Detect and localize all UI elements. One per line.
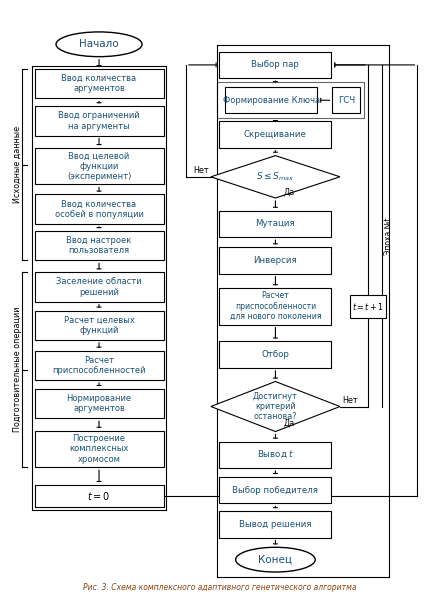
Bar: [35, 195, 163, 224]
Text: Вывод решения: Вывод решения: [239, 520, 311, 529]
Bar: [35, 272, 163, 302]
Bar: [35, 148, 163, 185]
Text: Построение
комплексных
хромосом: Построение комплексных хромосом: [69, 434, 128, 464]
Ellipse shape: [235, 548, 314, 572]
Text: Ввод количества
особей в популяции: Ввод количества особей в популяции: [54, 200, 143, 219]
Bar: [35, 69, 163, 99]
Text: Нет: Нет: [193, 166, 208, 175]
Text: Выбор победителя: Выбор победителя: [232, 486, 318, 495]
Text: Отбор: Отбор: [261, 350, 289, 359]
Bar: [219, 52, 331, 78]
Bar: [219, 121, 331, 148]
Text: $S \leq S_{max}$: $S \leq S_{max}$: [256, 171, 294, 183]
Ellipse shape: [56, 32, 142, 56]
Text: Нормирование
аргументов: Нормирование аргументов: [66, 394, 131, 413]
Polygon shape: [210, 156, 339, 198]
Bar: [217, 82, 363, 118]
Text: $t = 0$: $t = 0$: [87, 490, 110, 502]
Text: Скрещивание: Скрещивание: [244, 130, 306, 139]
Text: Нет: Нет: [341, 396, 357, 405]
Bar: [35, 350, 163, 380]
Bar: [219, 211, 331, 237]
Text: Вывод $t$: Вывод $t$: [256, 449, 293, 460]
Bar: [35, 311, 163, 340]
Polygon shape: [210, 382, 339, 432]
Text: Ввод настроек
пользователя: Ввод настроек пользователя: [66, 236, 131, 255]
Text: Ввод целевой
функции
(эксперимент): Ввод целевой функции (эксперимент): [67, 151, 131, 181]
Text: Мутация: Мутация: [255, 219, 295, 228]
Text: Формирование Ключа: Формирование Ключа: [222, 96, 319, 105]
Text: Достигнут
критерий
останова?: Достигнут критерий останова?: [252, 392, 297, 421]
Text: Ввод количества
аргументов: Ввод количества аргументов: [61, 74, 136, 93]
Text: Исходные данные: Исходные данные: [13, 126, 22, 203]
Bar: [219, 247, 331, 273]
Text: Расчет
приспособленностей: Расчет приспособленностей: [52, 356, 145, 375]
Text: Подготовительные операции: Подготовительные операции: [13, 307, 22, 433]
Bar: [224, 87, 317, 114]
Text: Инверсия: Инверсия: [253, 256, 297, 265]
Bar: [35, 106, 163, 136]
Bar: [219, 341, 331, 368]
Text: Да: Да: [283, 418, 294, 427]
Bar: [219, 288, 331, 325]
Bar: [219, 511, 331, 537]
Bar: [35, 389, 163, 418]
Text: $t = t+1$: $t = t+1$: [351, 301, 383, 312]
Bar: [349, 295, 385, 317]
Bar: [219, 477, 331, 504]
Text: Ввод ограничений
на аргументы: Ввод ограничений на аргументы: [58, 111, 140, 130]
Bar: [332, 87, 360, 114]
Text: Расчет целевых
функций: Расчет целевых функций: [64, 316, 134, 335]
Bar: [219, 442, 331, 468]
Text: Выбор пар: Выбор пар: [251, 61, 299, 69]
Bar: [35, 231, 163, 260]
Text: Заселение области
решений: Заселение области решений: [56, 277, 141, 297]
Text: Конец: Конец: [258, 555, 292, 565]
Text: Эпоха №t: Эпоха №t: [383, 217, 392, 255]
Bar: [35, 431, 163, 467]
Text: Начало: Начало: [79, 39, 119, 49]
Text: Да: Да: [283, 188, 294, 197]
Text: ГСЧ: ГСЧ: [337, 96, 354, 105]
Bar: [35, 485, 163, 507]
Text: Расчет
приспособленности
для нового поколения: Расчет приспособленности для нового поко…: [229, 291, 321, 322]
Text: Рис. 3. Схема комплексного адаптивного генетического алгоритма: Рис. 3. Схема комплексного адаптивного г…: [82, 584, 356, 593]
